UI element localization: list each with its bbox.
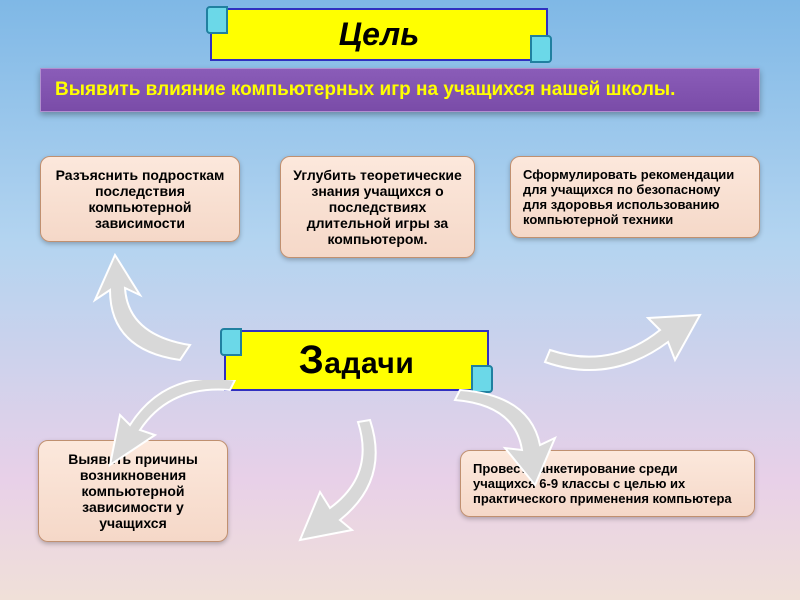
- box-explain: Разъяснить подросткам последствия компью…: [40, 156, 240, 242]
- tasks-banner: Задачи: [224, 330, 489, 391]
- title-text: Цель: [339, 16, 419, 52]
- title-banner: Цель: [210, 8, 548, 61]
- tasks-first-letter: З: [299, 338, 325, 382]
- tasks-text: Задачи: [299, 347, 415, 380]
- tasks-rest: адачи: [324, 347, 414, 380]
- arrow-1: [80, 250, 230, 380]
- box-survey-text: Провести анкетирование среди учащихся 6-…: [473, 461, 732, 506]
- box-causes-text: Выявить причины возникновения компьютерн…: [68, 451, 198, 531]
- goal-box: Выявить влияние компьютерных игр на учащ…: [40, 68, 760, 112]
- box-deepen: Углубить теоретические знания учащихся о…: [280, 156, 475, 258]
- arrow-4: [260, 410, 410, 560]
- arrow-2: [540, 280, 710, 380]
- box-deepen-text: Углубить теоретические знания учащихся о…: [293, 167, 462, 247]
- box-recommend-text: Сформулировать рекомендации для учащихся…: [523, 167, 734, 227]
- goal-text: Выявить влияние компьютерных игр на учащ…: [55, 79, 675, 100]
- box-survey: Провести анкетирование среди учащихся 6-…: [460, 450, 755, 517]
- box-explain-text: Разъяснить подросткам последствия компью…: [56, 167, 225, 231]
- box-recommend: Сформулировать рекомендации для учащихся…: [510, 156, 760, 238]
- box-causes: Выявить причины возникновения компьютерн…: [38, 440, 228, 542]
